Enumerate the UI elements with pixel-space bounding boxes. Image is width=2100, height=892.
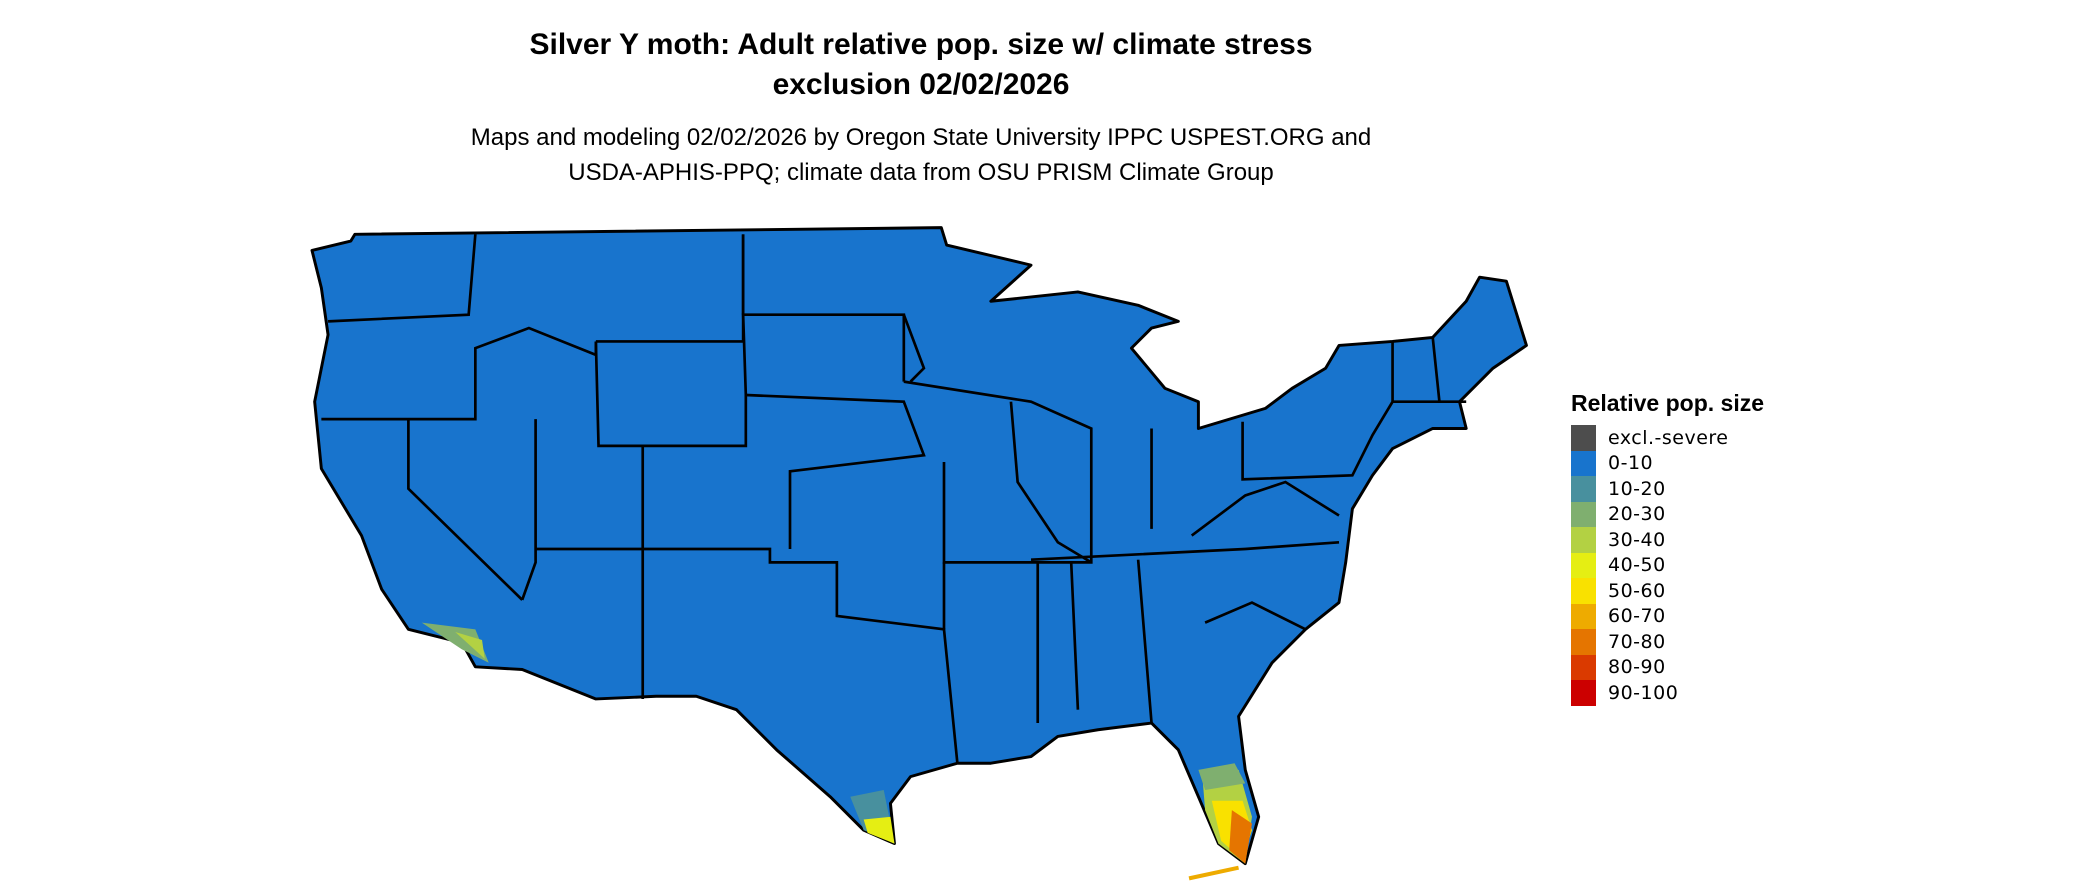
legend-label: 60-70	[1608, 605, 1666, 628]
legend-swatch	[1571, 450, 1596, 476]
legend-item: 70-80	[1571, 629, 1764, 655]
legend-item: 90-100	[1571, 680, 1764, 706]
legend-swatch	[1571, 425, 1596, 451]
legend-label: 90-100	[1608, 681, 1679, 704]
legend-swatch	[1571, 501, 1596, 527]
legend-item: 40-50	[1571, 552, 1764, 578]
legend-label: 80-90	[1608, 656, 1666, 679]
legend-swatch	[1571, 476, 1596, 502]
subtitle-line2: USDA-APHIS-PPQ; climate data from OSU PR…	[568, 159, 1274, 186]
map-title-line1: Silver Y moth: Adult relative pop. size …	[529, 28, 1313, 61]
legend-item: 50-60	[1571, 578, 1764, 604]
legend-item: 60-70	[1571, 603, 1764, 629]
map-title-line2: exclusion 02/02/2026	[772, 68, 1070, 101]
legend-label: 40-50	[1608, 554, 1666, 577]
legend-label: 30-40	[1608, 528, 1666, 551]
hotspot-southern-california	[421, 622, 489, 663]
legend-item: excl.-severe	[1571, 425, 1764, 451]
subtitle-line1: Maps and modeling 02/02/2026 by Oregon S…	[470, 124, 1372, 151]
state-borders	[321, 234, 1467, 764]
legend-label: 10-20	[1608, 477, 1666, 500]
legend-swatch	[1571, 603, 1596, 629]
legend-label: excl.-severe	[1608, 426, 1729, 449]
us-outline	[310, 226, 1528, 866]
hotspot-south-texas	[850, 790, 895, 844]
legend-item: 20-30	[1571, 501, 1764, 527]
legend-label: 20-30	[1608, 503, 1666, 526]
legend: Relative pop. size excl.-severe 0-10 10-20…	[1571, 390, 1764, 706]
legend-swatch	[1571, 680, 1596, 706]
legend-swatch	[1571, 654, 1596, 680]
legend-title: Relative pop. size	[1571, 390, 1765, 416]
legend-label: 0-10	[1608, 452, 1654, 475]
legend-swatch	[1571, 629, 1596, 655]
legend-swatch	[1571, 578, 1596, 604]
legend-item: 80-90	[1571, 654, 1764, 680]
legend-swatch	[1571, 552, 1596, 578]
hotspot-florida	[1188, 763, 1252, 881]
legend-label: 70-80	[1608, 630, 1666, 653]
legend-label: 50-60	[1608, 579, 1666, 602]
legend-item: 10-20	[1571, 476, 1764, 502]
legend-item: 0-10	[1571, 450, 1764, 476]
legend-item: 30-40	[1571, 527, 1764, 553]
legend-swatch	[1571, 527, 1596, 553]
